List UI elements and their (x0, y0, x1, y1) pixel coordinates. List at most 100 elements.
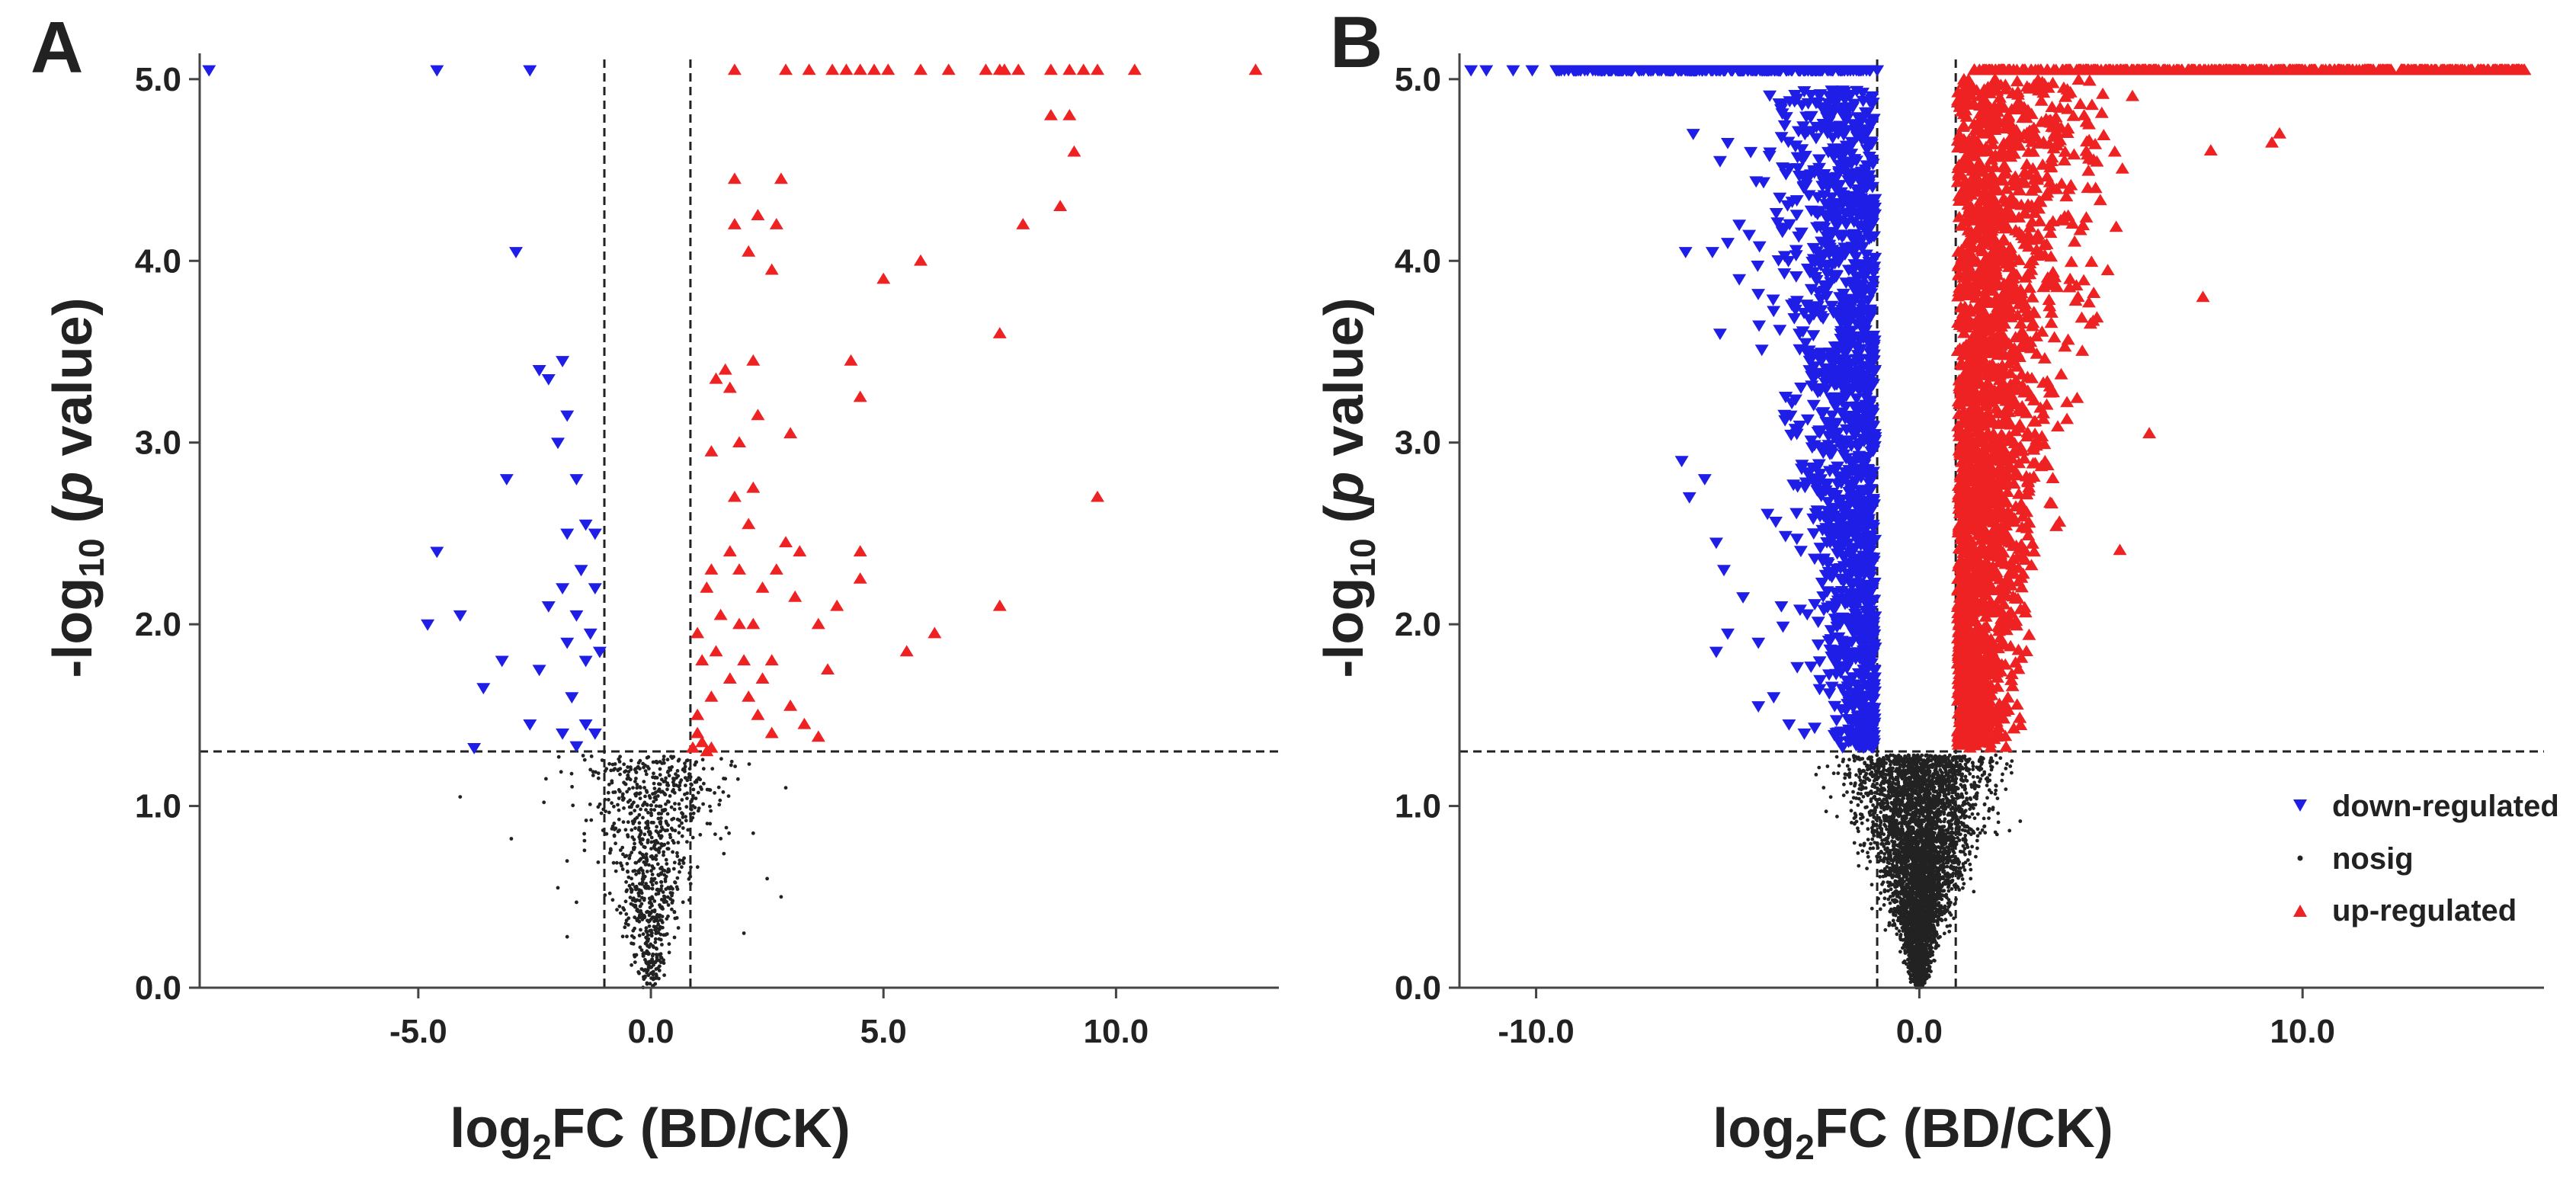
nosig-point (1872, 834, 1876, 838)
nosig-point (1955, 825, 1959, 829)
nosig-point (662, 791, 666, 796)
nosig-point (1862, 775, 1866, 779)
nosig-point (664, 802, 668, 806)
nosig-point (645, 981, 649, 985)
up-regulated-point (722, 545, 737, 557)
nosig-point (596, 860, 601, 864)
nosig-point (617, 760, 622, 764)
nosig-point (596, 776, 601, 780)
nosig-point (727, 831, 731, 835)
x-tick-label: 10.0 (1084, 1013, 1149, 1050)
nosig-point (638, 837, 642, 841)
down-regulated-point (495, 655, 509, 668)
nosig-point (610, 780, 614, 785)
nosig-point (643, 974, 647, 979)
nosig-point (659, 880, 664, 884)
nosig-point (1871, 803, 1876, 807)
nosig-point (644, 882, 648, 886)
nosig-point (2007, 828, 2012, 833)
nosig-point (607, 797, 610, 802)
nosig-point (620, 798, 625, 802)
nosig-point (599, 811, 604, 815)
nosig-point (662, 842, 667, 847)
nosig-point (1937, 818, 1942, 822)
nosig-point (620, 867, 625, 871)
nosig-point (662, 758, 666, 762)
nosig-point (624, 879, 628, 884)
nosig-point (652, 799, 656, 804)
nosig-point (646, 826, 651, 831)
nosig-point (678, 780, 682, 785)
nosig-point (615, 908, 619, 912)
up-regulated-point (704, 563, 719, 575)
nosig-point (657, 976, 661, 981)
nosig-point (635, 786, 639, 790)
nosig-point (729, 759, 734, 764)
up-regulated-point (844, 354, 858, 366)
nosig-point (2004, 767, 2008, 771)
nosig-point (642, 802, 646, 806)
nosig-point (671, 838, 675, 843)
nosig-point (687, 871, 692, 875)
panel-b-volcano-plot: B -10.0 0.0 10.0 0.01.02.03.04.05.0 log2FC… (1314, 2, 2559, 1167)
nosig-point (654, 953, 658, 956)
nosig-point (658, 918, 663, 922)
nosig-point (1847, 767, 1851, 771)
nosig-point (651, 792, 655, 796)
nosig-point (1926, 822, 1930, 827)
nosig-point (673, 828, 678, 833)
down-regulated-point (574, 565, 588, 577)
up-regulated-point (853, 63, 867, 75)
nosig-point (1858, 771, 1863, 776)
nosig-point (1891, 918, 1895, 923)
nosig-point (630, 851, 634, 855)
nosig-point (1988, 773, 1992, 777)
nosig-point (668, 886, 671, 891)
nosig-point (652, 771, 655, 776)
nosig-point (689, 865, 693, 870)
nosig-point (611, 860, 616, 865)
nosig-point (641, 855, 646, 860)
nosig-point (1890, 862, 1895, 867)
nosig-point (698, 785, 703, 790)
nosig-point (654, 924, 658, 929)
nosig-point (645, 870, 649, 873)
nosig-point (1866, 854, 1870, 859)
nosig-point (1885, 870, 1889, 875)
nosig-point (1950, 887, 1954, 891)
nosig-point (1868, 860, 1873, 863)
nosig-point (634, 777, 638, 780)
nosig-point (665, 758, 670, 762)
nosig-point (633, 767, 638, 771)
nosig-point (642, 765, 646, 770)
nosig-point (682, 767, 687, 772)
down-regulated-point (565, 692, 579, 704)
nosig-point (710, 767, 715, 771)
nosig-point (668, 835, 673, 840)
nosig-point (1888, 815, 1892, 819)
up-regulated-point (700, 581, 714, 593)
nosig-point (1942, 889, 1946, 893)
nosig-point (1866, 757, 1870, 761)
nosig-point (591, 770, 595, 774)
nosig-point (646, 884, 649, 889)
nosig-point (723, 777, 728, 781)
nosig-point (1898, 950, 1902, 954)
nosig-point (632, 846, 636, 850)
down-regulated-point (569, 741, 584, 753)
nosig-point (729, 763, 733, 767)
nosig-point (705, 787, 710, 792)
nosig-point (641, 874, 646, 879)
nosig-point (1959, 815, 1962, 819)
nosig-point (1953, 902, 1957, 906)
nosig-point (634, 860, 639, 865)
panel-b-nosig-points (1814, 753, 2023, 990)
nosig-point (1978, 831, 1982, 835)
nosig-point (1941, 862, 1946, 866)
nosig-point (1994, 753, 1998, 758)
nosig-point (648, 982, 652, 986)
nosig-point (1903, 784, 1908, 788)
nosig-point (637, 859, 641, 863)
panel-a-y-axis-title: -log10 (p value) (43, 297, 111, 678)
nosig-point (630, 963, 633, 967)
